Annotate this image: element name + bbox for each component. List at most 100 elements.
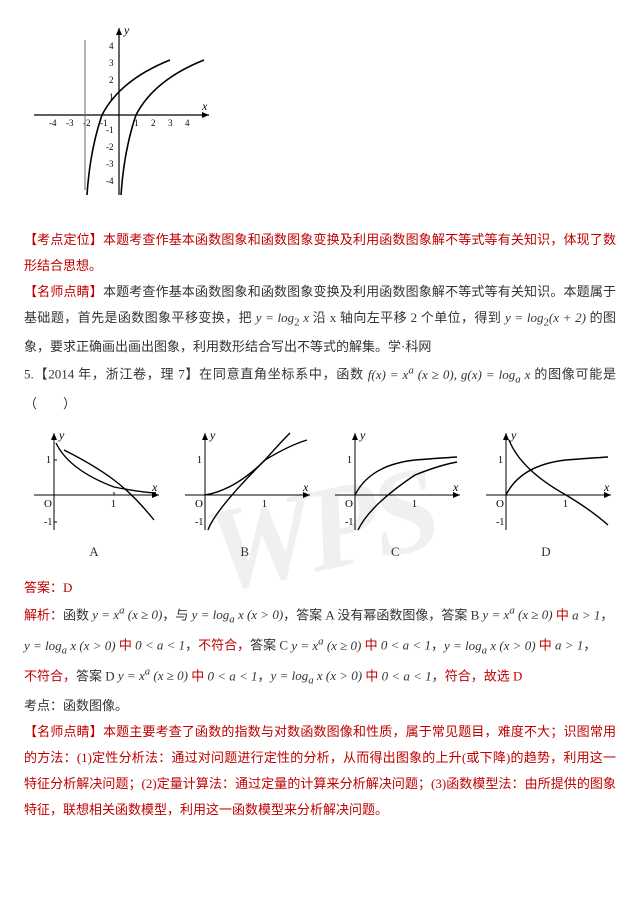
- a2-r2: 不符合，: [198, 638, 250, 653]
- svg-text:-4: -4: [49, 118, 57, 128]
- option-label-a: A: [24, 539, 164, 565]
- analysis-label: 解析：: [24, 607, 63, 622]
- svg-text:y: y: [359, 428, 366, 442]
- a2-m3: y = loga x (x > 0): [444, 638, 536, 653]
- svg-text:1: 1: [197, 455, 202, 466]
- a2-d: a > 1: [555, 638, 583, 653]
- analysis-line2: y = loga x (x > 0) 中 0 < a < 1，不符合，答案 C …: [24, 631, 616, 662]
- option-label-c: C: [325, 539, 465, 565]
- question-stem: 5.【2014 年，浙江卷，理 7】在同意直角坐标系中，函数 f(x) = xa…: [24, 360, 616, 417]
- svg-text:x: x: [452, 480, 459, 494]
- section2: 【名师点睛】本题考查作基本函数图象和函数图象变换及利用函数图象解不等式等有关知识…: [24, 279, 616, 360]
- a2-r3: 中: [361, 638, 381, 653]
- svg-text:1: 1: [412, 499, 417, 510]
- a2-r1: 中: [116, 638, 136, 653]
- svg-text:1: 1: [563, 499, 568, 510]
- top-figure: -4-3-2-1 1234 1234 -1-2-3-4 x y: [24, 20, 616, 209]
- question-math: f(x) = xa (x ≥ 0), g(x) = loga x: [368, 367, 531, 382]
- a3-m1: y = xa (x ≥ 0): [118, 668, 188, 683]
- svg-text:2: 2: [109, 75, 114, 85]
- a2-m1: y = loga x (x > 0): [24, 638, 116, 653]
- a-p1a: 函数: [63, 607, 92, 622]
- a-m1: y = xa (x ≥ 0): [92, 607, 162, 622]
- question-number: 5.: [24, 367, 34, 382]
- a3-c: 0 < a < 1: [382, 668, 432, 683]
- svg-text:O: O: [195, 498, 203, 510]
- options-row: x y O 1 1 -1 x y O 1 1 -1: [24, 425, 616, 535]
- question-source: 【2014 年，浙江卷，理 7】: [34, 367, 199, 382]
- svg-text:-3: -3: [106, 159, 114, 169]
- a2-c: 0 < a < 1: [381, 638, 431, 653]
- a3-r1: 不符合，: [24, 668, 76, 683]
- a3-b: 0 < a < 1: [207, 668, 257, 683]
- svg-text:x: x: [151, 480, 158, 494]
- svg-text:1: 1: [111, 499, 116, 510]
- a3-r4: 符合，故选 D: [445, 668, 523, 683]
- a3-r2: 中: [188, 668, 208, 683]
- a-r1: 中: [553, 607, 573, 622]
- section1-heading: 【考点定位】: [24, 232, 103, 247]
- svg-text:O: O: [496, 498, 504, 510]
- svg-text:-1: -1: [195, 517, 203, 528]
- a3-r3: 中: [362, 668, 382, 683]
- svg-text:1: 1: [347, 455, 352, 466]
- a-m3: y = xa (x ≥ 0): [483, 607, 553, 622]
- kaodian-label: 考点：: [24, 698, 63, 713]
- a-m2: y = loga x (x > 0): [192, 607, 284, 622]
- section3: 【名师点睛】本题主要考查了函数的指数与对数函数图像和性质，属于常见题目，难度不大…: [24, 719, 616, 823]
- a-p1b: ，与: [162, 607, 191, 622]
- section3-body: 本题主要考查了函数的指数与对数函数图像和性质，属于常见题目，难度不大；识图常用的…: [24, 724, 616, 817]
- svg-text:-3: -3: [66, 118, 74, 128]
- svg-text:4: 4: [109, 41, 114, 51]
- a-p1c: ，答案 A 没有幂函数图像，答案 B: [283, 607, 482, 622]
- svg-text:y: y: [123, 23, 130, 37]
- section1-body: 本题考查作基本函数图象和函数图象变换及利用函数图象解不等式等有关知识，体现了数形…: [24, 232, 616, 273]
- svg-text:-2: -2: [106, 142, 114, 152]
- svg-text:1: 1: [498, 455, 503, 466]
- analysis-line1: 解析：函数 y = xa (x ≥ 0)，与 y = loga x (x > 0…: [24, 601, 616, 632]
- svg-text:O: O: [345, 498, 353, 510]
- a2-m2: y = xa (x ≥ 0): [291, 638, 361, 653]
- question-stem-before: 在同意直角坐标系中，函数: [199, 367, 368, 382]
- section3-heading: 【名师点睛】: [24, 724, 103, 739]
- section2-mid1: 沿 x 轴向左平移 2 个单位，得到: [309, 310, 505, 325]
- kaodian-value: 函数图像。: [63, 698, 128, 713]
- svg-text:1: 1: [46, 455, 51, 466]
- svg-text:-1: -1: [345, 517, 353, 528]
- option-label-d: D: [476, 539, 616, 565]
- svg-text:-2: -2: [83, 118, 91, 128]
- a2-a: 0 < a < 1: [135, 638, 185, 653]
- answer-value: D: [63, 580, 72, 595]
- svg-text:-1: -1: [44, 517, 52, 528]
- option-graph-d: x y O 1 1 -1: [476, 425, 616, 535]
- a-p1d: a > 1: [572, 607, 600, 622]
- option-labels: A B C D: [24, 539, 616, 565]
- svg-text:4: 4: [185, 118, 190, 128]
- option-label-b: B: [175, 539, 315, 565]
- svg-text:y: y: [209, 428, 216, 442]
- a3-a: 答案 D: [76, 668, 118, 683]
- svg-text:-1: -1: [106, 125, 114, 135]
- svg-text:x: x: [302, 480, 309, 494]
- math-log2x2: y = log2(x + 2): [505, 310, 586, 325]
- kaodian: 考点：函数图像。: [24, 693, 616, 719]
- a3-m2: y = loga x (x > 0): [271, 668, 363, 683]
- svg-text:1: 1: [262, 499, 267, 510]
- section2-heading: 【名师点睛】: [24, 284, 103, 299]
- option-graph-b: x y O 1 1 -1: [175, 425, 315, 535]
- svg-text:y: y: [58, 428, 65, 442]
- svg-text:2: 2: [151, 118, 156, 128]
- svg-text:3: 3: [168, 118, 173, 128]
- svg-text:O: O: [44, 498, 52, 510]
- answer: 答案：D: [24, 575, 616, 601]
- svg-text:3: 3: [109, 58, 114, 68]
- svg-text:x: x: [201, 99, 208, 113]
- svg-text:x: x: [603, 480, 610, 494]
- a2-r4: 中: [536, 638, 556, 653]
- svg-text:y: y: [510, 428, 517, 442]
- page-content: -4-3-2-1 1234 1234 -1-2-3-4 x y 【考点定位】本题…: [24, 20, 616, 823]
- svg-text:-1: -1: [496, 517, 504, 528]
- log-graph-svg: -4-3-2-1 1234 1234 -1-2-3-4 x y: [24, 20, 214, 200]
- analysis-line3: 不符合，答案 D y = xa (x ≥ 0) 中 0 < a < 1，y = …: [24, 662, 616, 693]
- option-graph-a: x y O 1 1 -1: [24, 425, 164, 535]
